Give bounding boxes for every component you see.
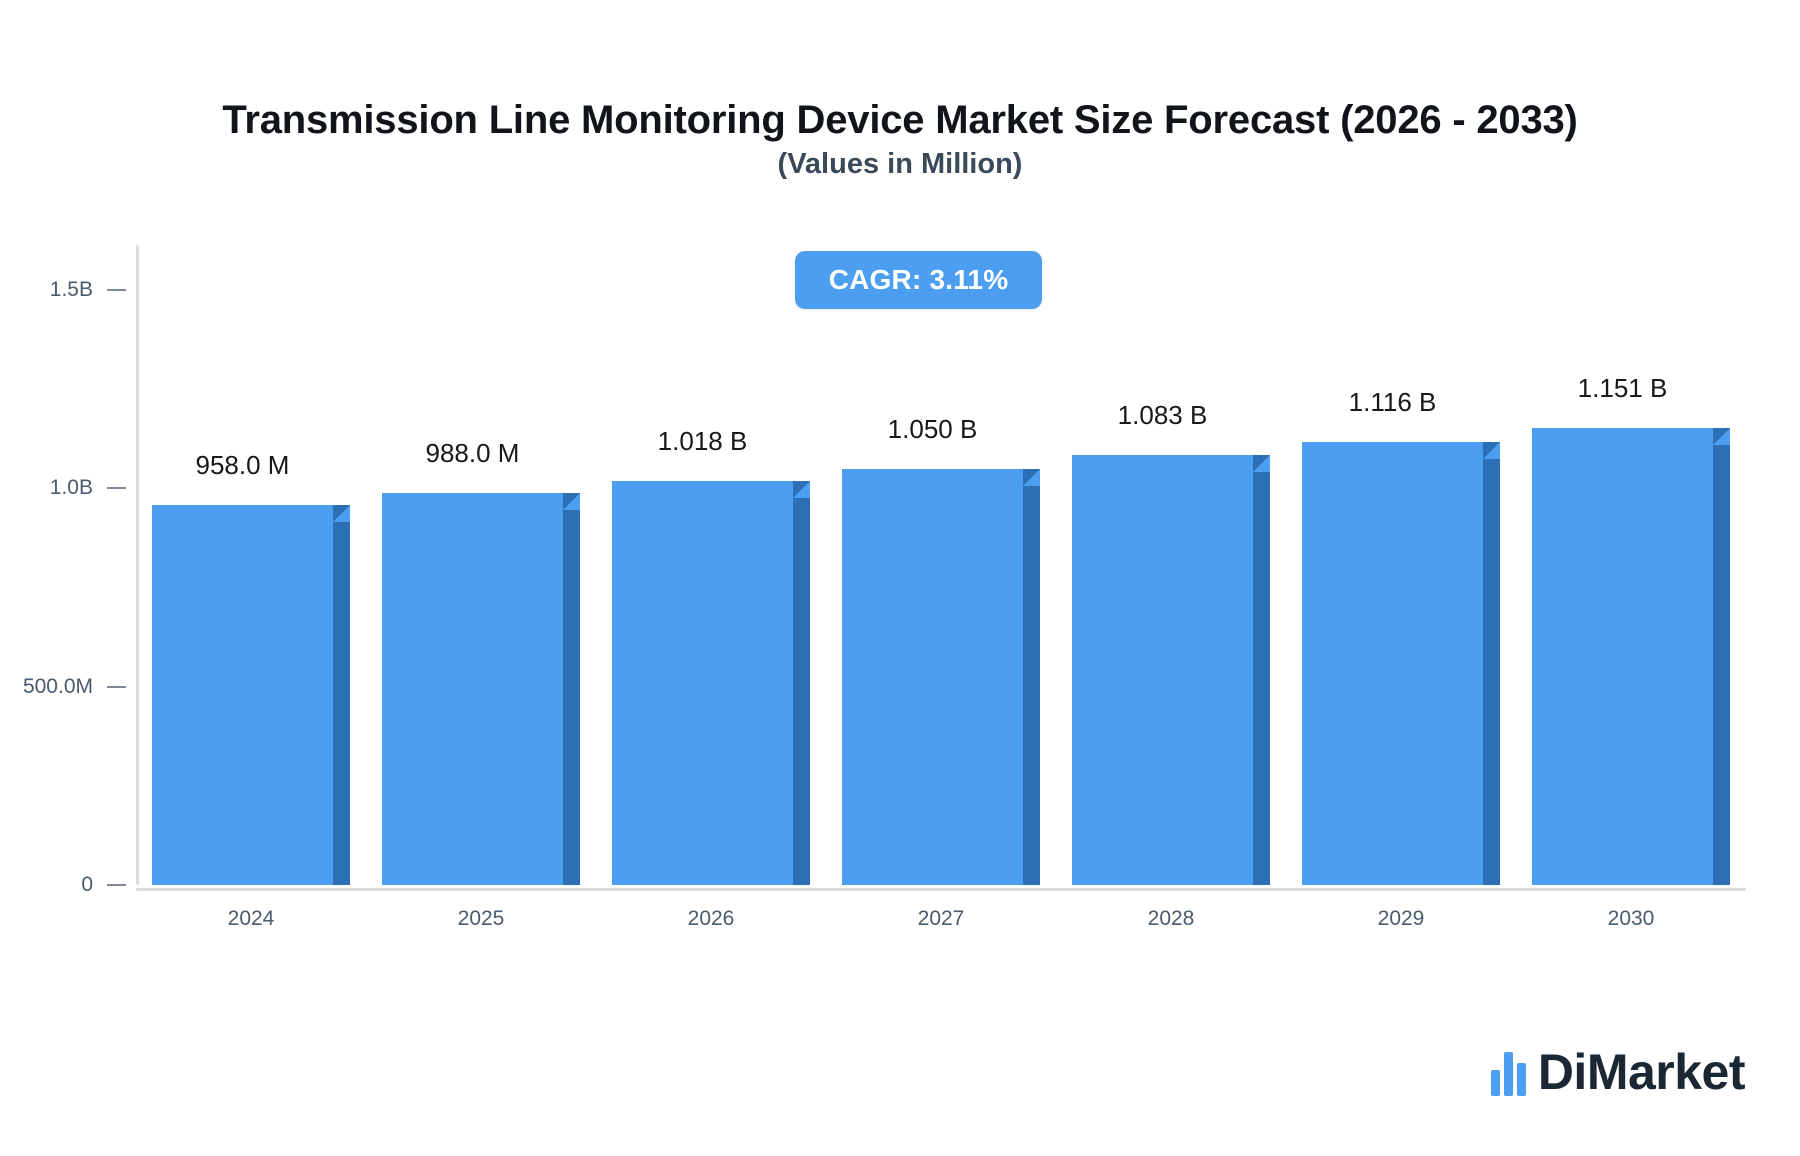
cagr-badge-label: CAGR: 3.11% (828, 264, 1009, 295)
bar-item[interactable]: 1.018 B (612, 426, 810, 885)
x-axis-tick-label: 2024 (227, 907, 275, 930)
bar-item[interactable]: 1.050 B (842, 414, 1040, 885)
bar-front-face (1532, 428, 1713, 885)
bar-shape (1072, 438, 1270, 885)
bar-value-label: 1.018 B (657, 426, 748, 457)
bar-side-face (1253, 455, 1270, 885)
x-axis-tick-label: 2028 (1147, 907, 1195, 930)
bar-side-face (333, 505, 350, 885)
bar-item[interactable]: 1.083 B (1072, 400, 1270, 885)
bar-item[interactable]: 958.0 M (152, 450, 350, 885)
y-axis-tick-label: 500.0M (22, 674, 93, 698)
y-axis-tick: 1.0B (50, 476, 136, 500)
bar-item[interactable]: 988.0 M (382, 438, 580, 885)
bar-shape (1532, 411, 1730, 885)
brand-logo: DiMarket (1490, 1043, 1746, 1100)
bar-side-face (793, 481, 810, 885)
y-axis-line (136, 245, 139, 885)
y-axis-tick: 1.5B (50, 278, 136, 302)
bar-shape (152, 488, 350, 885)
y-axis-tick: 0 (81, 873, 136, 897)
bar-value-label: 958.0 M (195, 450, 290, 480)
x-axis-line (136, 888, 1746, 891)
bar-front-face (612, 481, 793, 885)
bar-front-face (152, 505, 333, 885)
bar-side-face (1713, 428, 1730, 885)
bar-side-face (1023, 468, 1040, 885)
bar-shape (382, 476, 580, 885)
y-axis-tick-mark (107, 685, 126, 688)
bar-item[interactable]: 1.116 B (1302, 387, 1500, 885)
x-axis-tick-label: 2025 (457, 907, 505, 930)
y-axis-tick-label: 0 (81, 873, 93, 896)
bar-side-face (563, 493, 580, 885)
x-axis-tick-label: 2027 (917, 907, 965, 930)
bar-side-face (1483, 442, 1500, 885)
bar-item[interactable]: 1.151 B (1532, 373, 1730, 885)
x-axis-tick-label: 2029 (1377, 907, 1425, 930)
bar-value-label: 1.116 B (1348, 387, 1437, 418)
brand-name: DiMarket (1537, 1043, 1746, 1100)
y-axis-tick: 500.0M (23, 675, 136, 699)
bar-shape (612, 464, 810, 885)
bar-value-label: 1.050 B (887, 413, 978, 444)
bar-value-label: 1.151 B (1577, 373, 1668, 404)
x-axis-tick-label: 2026 (687, 907, 735, 930)
y-axis-tick-mark (107, 289, 126, 291)
y-axis-tick-mark (107, 487, 126, 490)
chart-subtitle: (Values in Million) (777, 148, 1023, 180)
bar-front-face (842, 468, 1023, 885)
bar-shape (842, 452, 1040, 885)
bar-front-face (382, 493, 563, 885)
bar-value-label: 1.083 B (1117, 400, 1208, 431)
cagr-badge: CAGR: 3.11% (795, 251, 1042, 309)
y-axis-tick-label: 1.0B (49, 476, 93, 500)
chart-title: Transmission Line Monitoring Device Mark… (222, 98, 1578, 142)
bar-front-face (1302, 442, 1483, 885)
bar-series: 958.0 M 988.0 M 1.018 B 1.050 B 1.083 B 1.116… (136, 290, 1746, 885)
y-axis-tick-mark (107, 884, 126, 886)
bar-front-face (1072, 455, 1253, 885)
bar-shape (1302, 425, 1500, 885)
plot-area: 1.5B 1.0B 500.0M 0 958.0 M 988.0 M 1.018 B 1.0… (23, 245, 1746, 896)
y-axis-tick-label: 1.5B (49, 278, 93, 301)
x-axis-tick-label: 2030 (1607, 907, 1655, 930)
bar-value-label: 988.0 M (425, 438, 520, 469)
bar-chart-icon (1490, 1052, 1526, 1096)
